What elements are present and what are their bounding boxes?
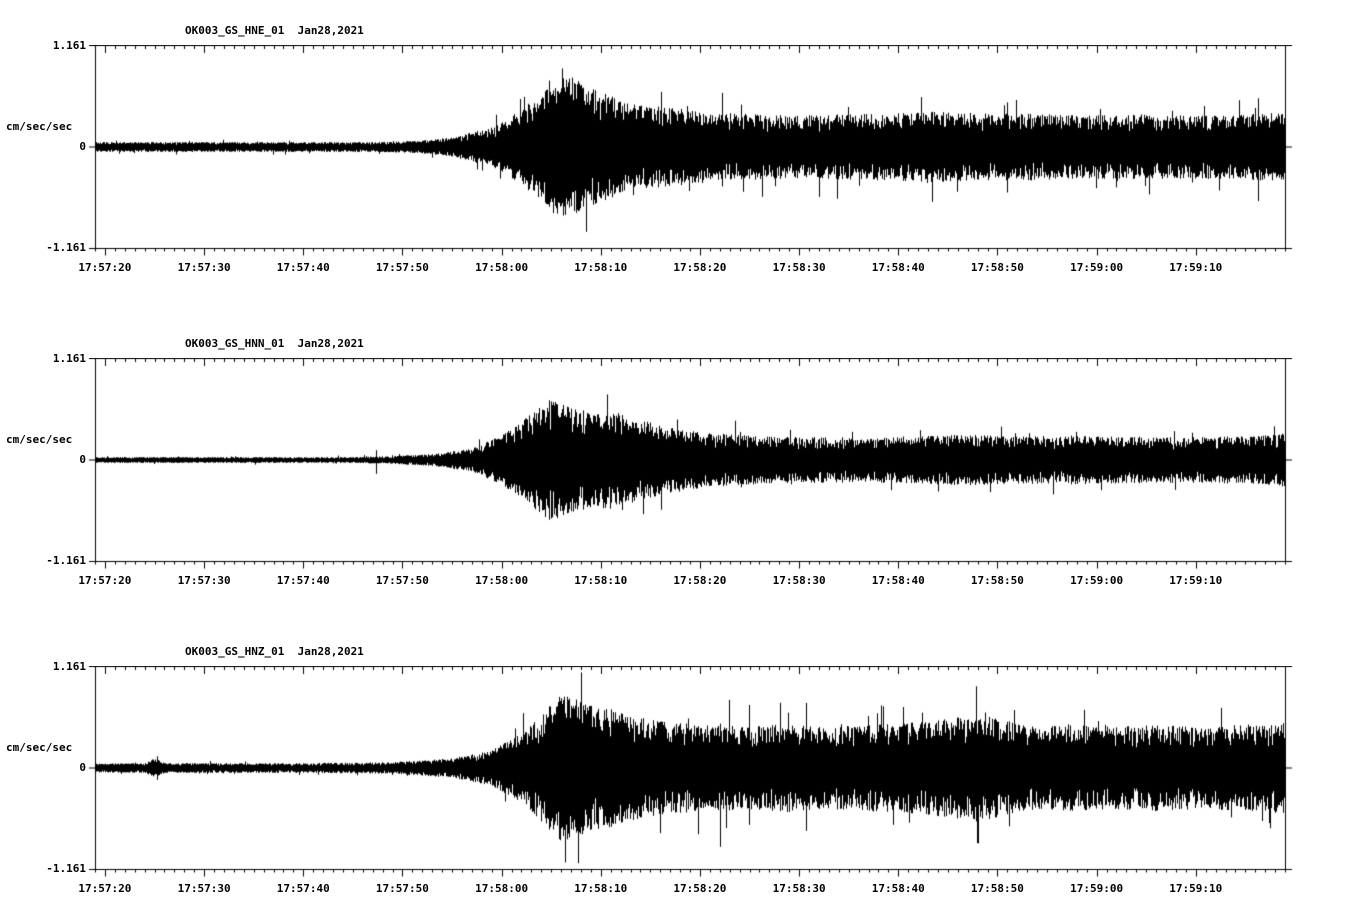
- y-tick-min: -1.161: [46, 554, 86, 567]
- y-axis-unit-label: cm/sec/sec: [6, 741, 73, 754]
- waveform-plot-hnz: [87, 666, 1293, 882]
- y-tick-zero: 0: [79, 761, 86, 774]
- x-tick-label: 17:58:00: [475, 882, 529, 895]
- x-tick-label: 17:59:00: [1070, 261, 1124, 274]
- x-tick-label: 17:57:50: [375, 882, 429, 895]
- x-tick-label: 17:57:20: [78, 261, 132, 274]
- x-tick-label: 17:57:20: [78, 882, 132, 895]
- x-tick-label: 17:58:00: [475, 261, 529, 274]
- x-tick-label: 17:59:10: [1169, 261, 1223, 274]
- x-tick-label: 17:57:50: [375, 261, 429, 274]
- x-tick-label: 17:59:10: [1169, 882, 1223, 895]
- x-tick-label: 17:58:50: [970, 261, 1024, 274]
- seismogram-panel-hnn: OK003_GS_HNN_01 Jan28,2021 cm/sec/sec 1.…: [0, 313, 1358, 613]
- panel-title: OK003_GS_HNZ_01 Jan28,2021: [185, 645, 364, 658]
- x-tick-label: 17:58:40: [871, 261, 925, 274]
- y-tick-max: 1.161: [52, 660, 86, 673]
- seismogram-panel-hnz: OK003_GS_HNZ_01 Jan28,2021 cm/sec/sec 1.…: [0, 621, 1358, 921]
- x-axis-tick-labels: 17:57:20 17:57:30 17:57:40 17:57:50 17:58:00…: [0, 574, 1358, 590]
- x-tick-label: 17:58:40: [871, 574, 925, 587]
- y-tick-max: 1.161: [52, 39, 86, 52]
- waveform-plot-hne: [87, 45, 1293, 261]
- y-tick-zero: 0: [79, 140, 86, 153]
- x-tick-label: 17:57:40: [276, 882, 330, 895]
- x-tick-label: 17:57:40: [276, 261, 330, 274]
- x-tick-label: 17:59:00: [1070, 882, 1124, 895]
- x-axis-tick-labels: 17:57:20 17:57:30 17:57:40 17:57:50 17:58:00…: [0, 882, 1358, 898]
- x-tick-label: 17:58:30: [772, 261, 826, 274]
- y-tick-max: 1.161: [52, 352, 86, 365]
- x-tick-label: 17:59:10: [1169, 574, 1223, 587]
- x-tick-label: 17:57:20: [78, 574, 132, 587]
- x-tick-label: 17:58:00: [475, 574, 529, 587]
- x-tick-label: 17:57:40: [276, 574, 330, 587]
- y-tick-min: -1.161: [46, 862, 86, 875]
- x-tick-label: 17:59:00: [1070, 574, 1124, 587]
- x-tick-label: 17:58:30: [772, 882, 826, 895]
- x-tick-label: 17:58:20: [673, 574, 727, 587]
- x-tick-label: 17:58:20: [673, 882, 727, 895]
- x-tick-label: 17:58:20: [673, 261, 727, 274]
- x-tick-label: 17:57:30: [177, 261, 231, 274]
- panel-title: OK003_GS_HNE_01 Jan28,2021: [185, 24, 364, 37]
- y-tick-zero: 0: [79, 453, 86, 466]
- waveform-plot-hnn: [87, 358, 1293, 574]
- x-tick-label: 17:57:30: [177, 574, 231, 587]
- y-axis-unit-label: cm/sec/sec: [6, 433, 73, 446]
- x-tick-label: 17:58:10: [574, 882, 628, 895]
- y-tick-min: -1.161: [46, 241, 86, 254]
- x-tick-label: 17:58:50: [970, 574, 1024, 587]
- x-tick-label: 17:58:40: [871, 882, 925, 895]
- x-tick-label: 17:58:10: [574, 261, 628, 274]
- x-axis-tick-labels: 17:57:20 17:57:30 17:57:40 17:57:50 17:58:00…: [0, 261, 1358, 277]
- x-tick-label: 17:58:10: [574, 574, 628, 587]
- seismogram-panel-hne: OK003_GS_HNE_01 Jan28,2021 cm/sec/sec 1.…: [0, 0, 1358, 300]
- y-axis-unit-label: cm/sec/sec: [6, 120, 73, 133]
- x-tick-label: 17:58:50: [970, 882, 1024, 895]
- panel-title: OK003_GS_HNN_01 Jan28,2021: [185, 337, 364, 350]
- x-tick-label: 17:57:50: [375, 574, 429, 587]
- x-tick-label: 17:57:30: [177, 882, 231, 895]
- x-tick-label: 17:58:30: [772, 574, 826, 587]
